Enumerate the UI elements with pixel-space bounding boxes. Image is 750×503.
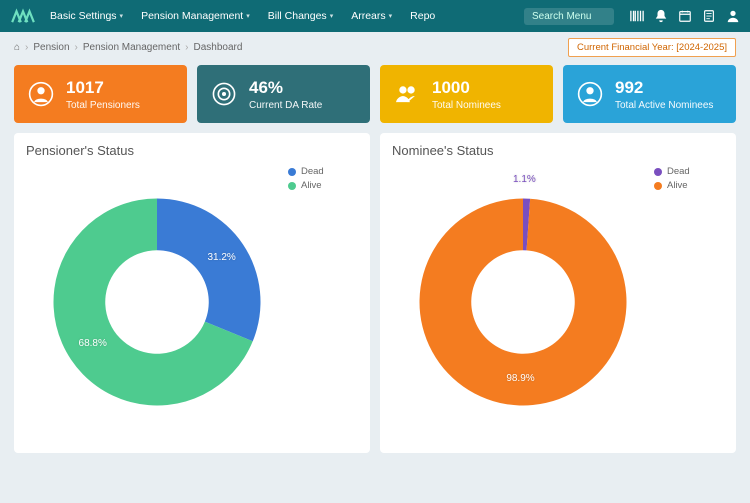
top-navbar: Basic Settings▾ Pension Management▾ Bill… [0, 0, 750, 32]
legend-swatch [288, 168, 296, 176]
legend-swatch [288, 182, 296, 190]
panel-title: Nominee's Status [392, 143, 724, 158]
panel-nominee-status: Nominee's Status 1.1% 98.9% Dead Alive [380, 133, 736, 453]
breadcrumb: ⌂ › Pension › Pension Management › Dashb… [14, 42, 242, 53]
financial-year-badge: Current Financial Year: [2024-2025] [568, 38, 736, 57]
bell-icon[interactable] [654, 9, 668, 23]
nav-label: Arrears [351, 10, 385, 22]
breadcrumb-item[interactable]: Pension [33, 42, 69, 53]
nav-items: Basic Settings▾ Pension Management▾ Bill… [42, 6, 443, 26]
nav-pension-management[interactable]: Pension Management▾ [133, 6, 258, 26]
barcode-icon[interactable] [630, 9, 644, 23]
chevron-down-icon: ▾ [330, 12, 334, 20]
search-input[interactable]: Search Menu [524, 8, 614, 25]
panel-pensioner-status: Pensioner's Status 31.2% 68.8% Dead Aliv… [14, 133, 370, 453]
panel-title: Pensioner's Status [26, 143, 358, 158]
card-total-pensioners[interactable]: 1017 Total Pensioners [14, 65, 187, 123]
stat-cards: 1017 Total Pensioners 46% Current DA Rat… [0, 61, 750, 133]
card-da-rate[interactable]: 46% Current DA Rate [197, 65, 370, 123]
legend-item: Dead [654, 166, 724, 177]
legend-label: Dead [301, 166, 324, 177]
nav-label: Basic Settings [50, 10, 117, 22]
nav-reports[interactable]: Repo [402, 6, 443, 26]
nav-label: Bill Changes [268, 10, 327, 22]
chart-panels: Pensioner's Status 31.2% 68.8% Dead Aliv… [0, 133, 750, 467]
legend-item: Dead [288, 166, 358, 177]
user-circle-icon [26, 79, 56, 109]
card-value: 992 [615, 78, 713, 98]
fy-label: Current Financial Year: [577, 42, 674, 53]
breadcrumb-item: Dashboard [194, 42, 243, 53]
card-label: Total Pensioners [66, 100, 140, 111]
calendar-icon[interactable] [678, 9, 692, 23]
user-circle-icon [575, 79, 605, 109]
legend-swatch [654, 168, 662, 176]
nav-basic-settings[interactable]: Basic Settings▾ [42, 6, 131, 26]
card-label: Current DA Rate [249, 100, 322, 111]
chevron-down-icon: ▾ [389, 12, 393, 20]
nav-bill-changes[interactable]: Bill Changes▾ [260, 6, 341, 26]
legend-item: Alive [654, 180, 724, 191]
card-total-nominees[interactable]: 1000 Total Nominees [380, 65, 553, 123]
fy-value: [2024-2025] [676, 42, 727, 53]
card-active-nominees[interactable]: 992 Total Active Nominees [563, 65, 736, 123]
breadcrumb-sep: › [25, 42, 28, 53]
nav-arrears[interactable]: Arrears ▾ [343, 6, 400, 26]
card-value: 46% [249, 78, 322, 98]
user-icon[interactable] [726, 9, 740, 23]
card-label: Total Active Nominees [615, 100, 713, 111]
legend-label: Alive [301, 180, 322, 191]
slice-label: 68.8% [79, 338, 107, 349]
chart-legend: Dead Alive [654, 162, 724, 442]
breadcrumb-row: ⌂ › Pension › Pension Management › Dashb… [0, 32, 750, 61]
nav-label: Pension Management [141, 10, 243, 22]
chevron-down-icon: ▾ [246, 12, 250, 20]
slice-label: 31.2% [207, 252, 235, 263]
card-value: 1017 [66, 78, 140, 98]
topbar-icons [630, 9, 740, 23]
chart-legend: Dead Alive [288, 162, 358, 442]
home-icon[interactable]: ⌂ [14, 42, 20, 53]
breadcrumb-item[interactable]: Pension Management [83, 42, 180, 53]
legend-label: Alive [667, 180, 688, 191]
legend-label: Dead [667, 166, 690, 177]
donut-chart-pensioner: 31.2% 68.8% [26, 162, 288, 442]
legend-item: Alive [288, 180, 358, 191]
legend-swatch [654, 182, 662, 190]
app-logo [10, 6, 36, 26]
card-label: Total Nominees [432, 100, 501, 111]
card-value: 1000 [432, 78, 501, 98]
users-icon [392, 79, 422, 109]
slice-label: 1.1% [513, 174, 536, 185]
breadcrumb-sep: › [75, 42, 78, 53]
nav-label: Repo [410, 10, 435, 22]
donut-chart-nominee: 1.1% 98.9% [392, 162, 654, 442]
document-icon[interactable] [702, 9, 716, 23]
slice-label: 98.9% [506, 373, 534, 384]
breadcrumb-sep: › [185, 42, 188, 53]
chevron-down-icon: ▾ [120, 12, 124, 20]
target-icon [209, 79, 239, 109]
